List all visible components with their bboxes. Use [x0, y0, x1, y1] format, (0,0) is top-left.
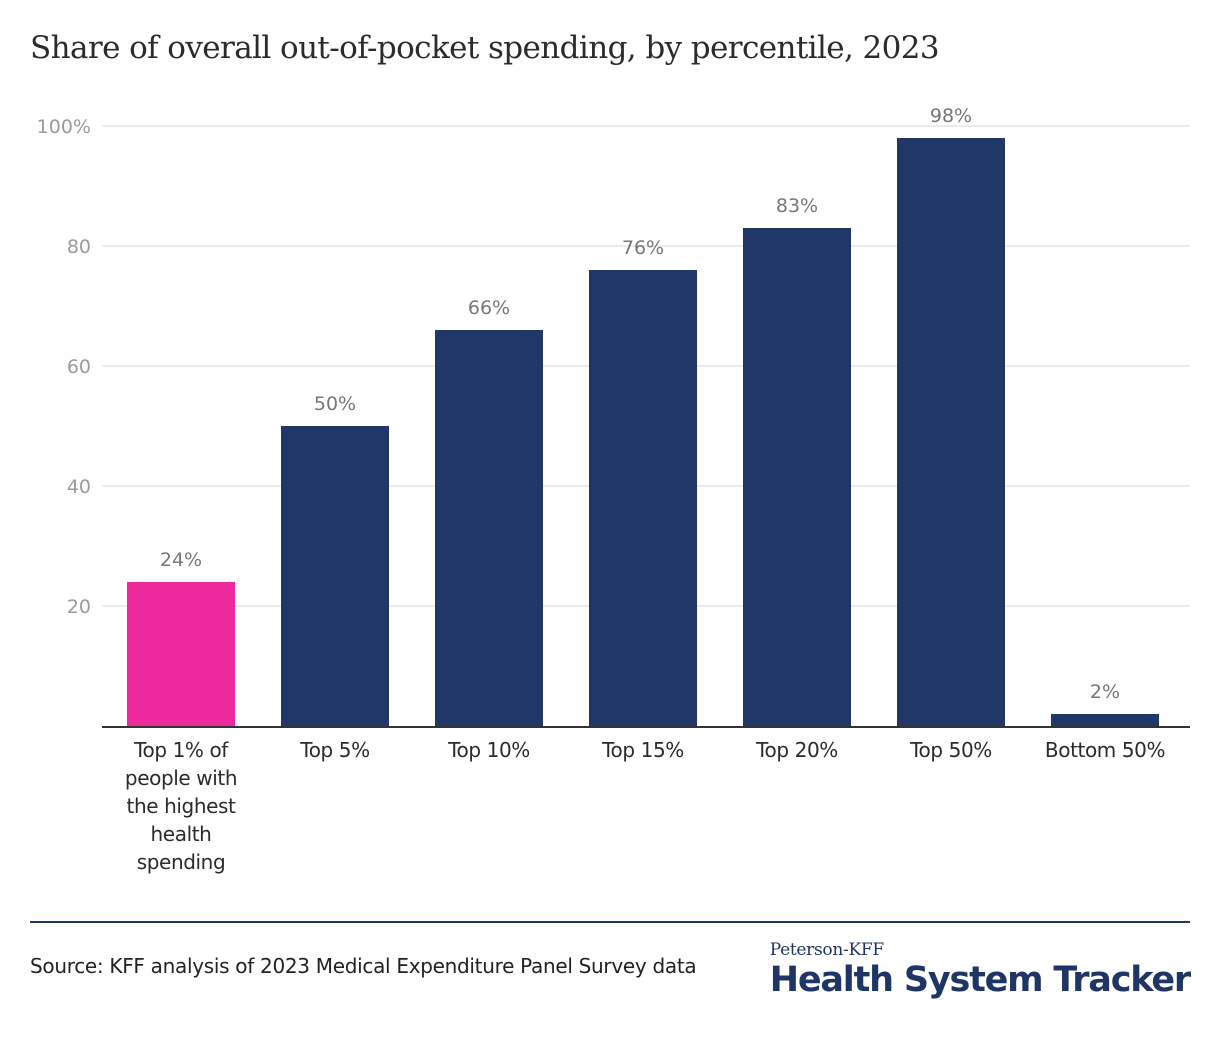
data-label: 76%: [622, 237, 664, 259]
data-labels: 24% 50% 66% 76% 83% 98% 2%: [160, 105, 1120, 703]
y-tick-label: 80: [67, 236, 91, 258]
bar-chart: 20 40 60 80 100% 24% 50% 66% 76% 83% 98% 2% Top 1%…: [37, 105, 1190, 874]
bar: [281, 426, 389, 726]
x-tick-label: spending: [137, 850, 226, 874]
x-tick-label: Top 50%: [909, 738, 992, 762]
y-axis-ticks: 20 40 60 80 100%: [37, 116, 91, 618]
x-tick-label: Top 1% of: [133, 738, 229, 762]
x-tick-label: Top 15%: [601, 738, 684, 762]
bars: [127, 138, 1159, 726]
x-tick-label: people with: [125, 766, 237, 790]
source-note: Source: KFF analysis of 2023 Medical Exp…: [30, 954, 697, 978]
bar: [1051, 714, 1159, 726]
x-axis-labels: Top 1% of people with the highest health spe…: [125, 738, 1166, 874]
y-tick-label: 100%: [37, 116, 91, 138]
bar: [743, 228, 851, 726]
bar: [435, 330, 543, 726]
bar: [589, 270, 697, 726]
brand-logo: Peterson-KFF Health System Tracker: [769, 940, 1191, 1000]
x-tick-label: Top 5%: [299, 738, 369, 762]
y-tick-label: 60: [67, 356, 91, 378]
data-label: 66%: [468, 297, 510, 319]
data-label: 50%: [314, 393, 356, 415]
x-tick-label: Top 20%: [755, 738, 838, 762]
y-tick-label: 40: [67, 476, 91, 498]
bar: [127, 582, 235, 726]
x-tick-label: the highest: [127, 794, 237, 818]
data-label: 2%: [1090, 681, 1120, 703]
logo-subtitle: Peterson-KFF: [769, 940, 884, 960]
y-tick-label: 20: [67, 596, 91, 618]
x-tick-label: health: [151, 822, 212, 846]
bar: [897, 138, 1005, 726]
chart-title: Share of overall out-of-pocket spending,…: [30, 30, 940, 66]
footer-divider: [30, 921, 1190, 923]
data-label: 98%: [930, 105, 972, 127]
data-label: 24%: [160, 549, 202, 571]
data-label: 83%: [776, 195, 818, 217]
x-tick-label: Bottom 50%: [1045, 738, 1165, 762]
logo-title: Health System Tracker: [769, 960, 1191, 1000]
x-tick-label: Top 10%: [447, 738, 530, 762]
